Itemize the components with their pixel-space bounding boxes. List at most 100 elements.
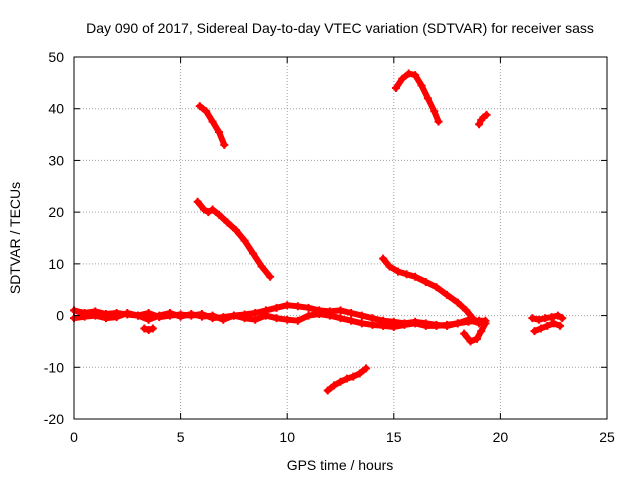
data-point [91, 311, 100, 320]
data-point [475, 120, 484, 129]
data-point [123, 308, 132, 317]
y-tick-label: 10 [48, 256, 64, 272]
data-point [112, 313, 121, 322]
data-point [362, 364, 371, 373]
data-point [398, 74, 407, 83]
data-point [155, 311, 164, 320]
data-point [208, 205, 217, 214]
data-point [541, 314, 550, 323]
data-point [477, 327, 486, 336]
data-point [193, 197, 202, 206]
data-point [434, 117, 443, 126]
data-point [195, 102, 204, 111]
data-point [553, 311, 562, 320]
data-point [204, 208, 213, 217]
data-point [411, 71, 420, 80]
data-point [389, 322, 398, 331]
data-point [240, 236, 249, 245]
data-point [202, 107, 211, 116]
data-point [411, 319, 420, 328]
data-point [80, 312, 89, 321]
data-point [528, 314, 537, 323]
data-point [251, 315, 260, 324]
data-point [223, 218, 232, 227]
data-point [453, 298, 462, 307]
data-point [133, 311, 142, 320]
data-point [453, 319, 462, 328]
data-point [468, 314, 477, 323]
data-point [140, 324, 149, 333]
data-point [347, 316, 356, 325]
data-point [330, 381, 339, 390]
data-point [368, 320, 377, 329]
x-axis-label: GPS time / hours [287, 457, 394, 473]
data-point [219, 315, 228, 324]
data-point [443, 320, 452, 329]
data-point [417, 81, 426, 90]
data-point [214, 127, 223, 136]
data-point [432, 283, 441, 292]
data-point [556, 321, 565, 330]
data-point [208, 117, 217, 126]
data-point [379, 321, 388, 330]
x-tick-label: 25 [599, 429, 615, 445]
data-point [214, 210, 223, 219]
y-tick-label: 40 [48, 101, 64, 117]
data-point [165, 308, 174, 317]
data-point [197, 312, 206, 321]
y-tick-label: 30 [48, 152, 64, 168]
data-point [385, 262, 394, 271]
data-point [272, 314, 281, 323]
data-point [421, 321, 430, 330]
data-point [357, 319, 366, 328]
x-tick-label: 0 [70, 429, 78, 445]
data-point [293, 316, 302, 325]
data-point [176, 312, 185, 321]
data-point [101, 314, 110, 323]
y-tick-label: 50 [48, 49, 64, 65]
data-point [148, 324, 157, 333]
data-point [144, 308, 153, 317]
data-point [220, 140, 229, 149]
data-point [304, 311, 313, 320]
data-point [432, 321, 441, 330]
grid [74, 57, 607, 419]
data-point [391, 84, 400, 93]
data-point [430, 107, 439, 116]
y-tick-label: 20 [48, 204, 64, 220]
data-point [394, 267, 403, 276]
data-point [304, 303, 313, 312]
y-axis-label: SDTVAR / TECUs [7, 182, 23, 294]
data-point [144, 315, 153, 324]
data-point [283, 315, 292, 324]
data-point [342, 374, 351, 383]
data-point [423, 94, 432, 103]
data-point [336, 377, 345, 386]
data-point [349, 372, 358, 381]
y-tick-label: -20 [44, 411, 64, 427]
data-layer [70, 69, 567, 395]
data-point [357, 311, 366, 320]
data-point [481, 319, 490, 328]
plot-frame [73, 56, 608, 420]
data-point [325, 311, 334, 320]
data-point [283, 301, 292, 310]
tick-labels: 0 5 10 15 20 25 -20 -10 0 10 20 30 40 50 [44, 49, 615, 445]
data-point [400, 320, 409, 329]
data-point [558, 314, 567, 323]
data-point [249, 249, 258, 258]
data-point [323, 386, 332, 395]
data-point [482, 110, 491, 119]
data-point [421, 277, 430, 286]
data-point [402, 270, 411, 279]
x-tick-label: 15 [386, 429, 402, 445]
data-point [466, 337, 475, 346]
data-point [208, 311, 217, 320]
data-point [272, 303, 281, 312]
data-point [547, 313, 556, 322]
data-point [266, 272, 275, 281]
data-point [315, 310, 324, 319]
data-point [229, 311, 238, 320]
